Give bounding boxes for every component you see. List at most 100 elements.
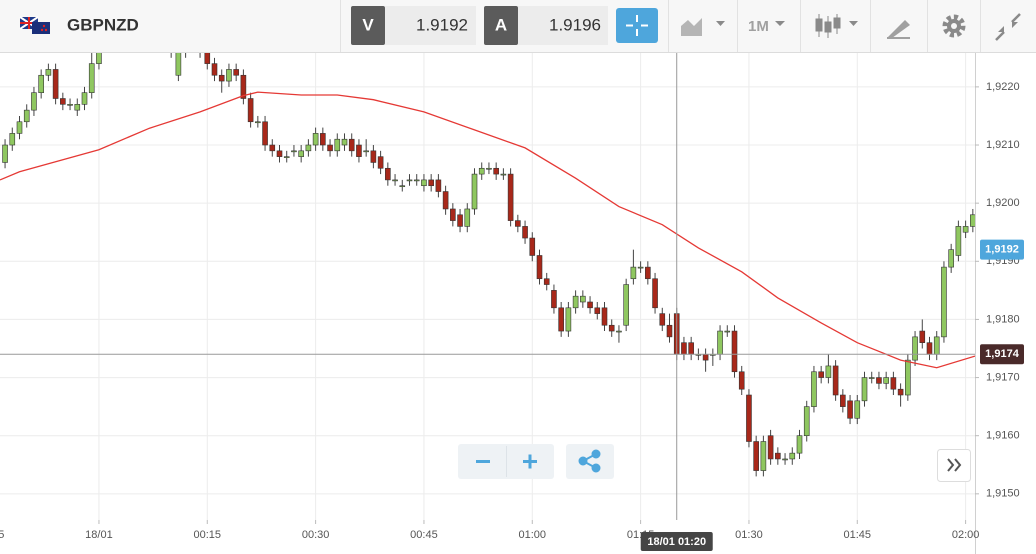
crosshair-button[interactable]: [616, 8, 658, 43]
x-tick-label: 00:30: [302, 529, 330, 541]
y-tick-label: 1,9150: [986, 488, 1020, 500]
x-tick-label: 01:00: [519, 529, 547, 541]
candle-body: [399, 185, 406, 188]
x-tick-label: 01:30: [735, 529, 763, 541]
chart-type-button[interactable]: [681, 18, 725, 36]
bid-button[interactable]: [351, 6, 385, 45]
candle-body: [327, 144, 333, 152]
bid-box: [385, 6, 476, 45]
zoom-controls: [458, 444, 971, 482]
x-tick-label: 00:45: [410, 529, 438, 541]
settings-button[interactable]: [942, 14, 966, 38]
candle-body: [38, 74, 44, 93]
candle-body: [348, 138, 355, 152]
candle-body: [926, 342, 933, 355]
candle-body: [594, 307, 601, 314]
candle-body: [305, 144, 312, 152]
bid-price: 1.9192: [416, 15, 468, 34]
candle-body: [847, 400, 853, 419]
share-button[interactable]: [566, 444, 614, 479]
candle-body: [681, 342, 687, 355]
candle-body: [803, 406, 810, 437]
candle-body: [233, 69, 239, 76]
candle-body: [421, 179, 427, 187]
candle-body: [623, 284, 629, 326]
candle-body: [905, 359, 911, 396]
last-price-badge: [980, 239, 1024, 260]
collapse-button[interactable]: [995, 13, 1021, 41]
candle-body: [818, 371, 824, 378]
candle-body: [450, 208, 456, 221]
candle-type-button[interactable]: [815, 14, 858, 38]
plot-area: [0, 52, 975, 520]
candle-body: [782, 458, 788, 461]
x-tick-label: 23:45: [0, 529, 4, 541]
candle-body: [240, 74, 247, 99]
candle-body: [312, 133, 319, 146]
candle-body: [854, 400, 861, 419]
ask-button[interactable]: [484, 6, 518, 45]
candle-body: [413, 179, 420, 182]
candle-body: [81, 92, 88, 105]
grid: [0, 52, 975, 520]
candle-body: [724, 330, 731, 333]
candle-body: [500, 173, 507, 176]
candle-body: [442, 191, 449, 210]
candle-body: [45, 69, 52, 76]
zoom-in[interactable]: [523, 454, 537, 469]
candle-body: [811, 371, 817, 407]
candle-body: [356, 144, 362, 157]
candle-body: [392, 179, 398, 182]
candle-body: [283, 156, 290, 158]
candle-body: [276, 150, 283, 157]
flag-icon: [19, 16, 50, 34]
candle-body: [471, 173, 478, 210]
y-tick-label: 1,9160: [986, 430, 1020, 442]
candle-body: [565, 307, 572, 332]
candle-body: [543, 278, 550, 285]
candle-body: [247, 98, 254, 123]
draw-button[interactable]: [887, 20, 910, 39]
axes: 1,91501,91601,91701,91801,91901,92001,92…: [0, 81, 1024, 551]
candle-body: [435, 179, 442, 192]
candle-body: [334, 138, 341, 152]
candle-body: [291, 150, 297, 153]
moving-average: [0, 91, 975, 369]
ask-box: [518, 6, 608, 45]
y-tick-label: 1,9180: [986, 313, 1020, 325]
candle-body: [262, 121, 268, 146]
candle-body: [890, 377, 897, 390]
candle-body: [23, 109, 30, 123]
candle-body: [529, 237, 536, 256]
candle-body: [666, 324, 673, 338]
candle-body: [868, 377, 875, 379]
crosshair-y-badge: [980, 344, 1024, 365]
candle-body: [652, 278, 658, 309]
candle-body: [948, 249, 954, 268]
candle-body: [218, 74, 225, 82]
scroll-end-button[interactable]: [937, 449, 971, 482]
candle-body: [883, 377, 889, 384]
candle-body: [861, 377, 868, 402]
candle-body: [955, 226, 962, 256]
candle-body: [616, 330, 622, 333]
candle-body: [746, 394, 752, 442]
bid-label: V: [362, 15, 374, 34]
timeframe[interactable]: 1M: [748, 18, 769, 35]
candle-body: [493, 167, 499, 175]
y-tick-label: 1,9220: [986, 81, 1020, 93]
toolbar: GBPNZD V 1.9192 A 1.9196 1M: [0, 0, 1036, 53]
candle-body: [370, 150, 377, 163]
ask-label: A: [495, 15, 507, 34]
candle-body: [897, 388, 904, 396]
candle-body: [825, 365, 832, 378]
candle-body: [60, 98, 66, 105]
candle-body: [572, 295, 579, 309]
candle-body: [428, 179, 434, 187]
candle-body: [637, 266, 644, 269]
candle-body: [659, 313, 666, 326]
y-tick-label: 1,9210: [986, 139, 1020, 151]
candle-body: [52, 69, 59, 99]
candle-body: [515, 220, 521, 227]
candle-body: [876, 377, 882, 384]
